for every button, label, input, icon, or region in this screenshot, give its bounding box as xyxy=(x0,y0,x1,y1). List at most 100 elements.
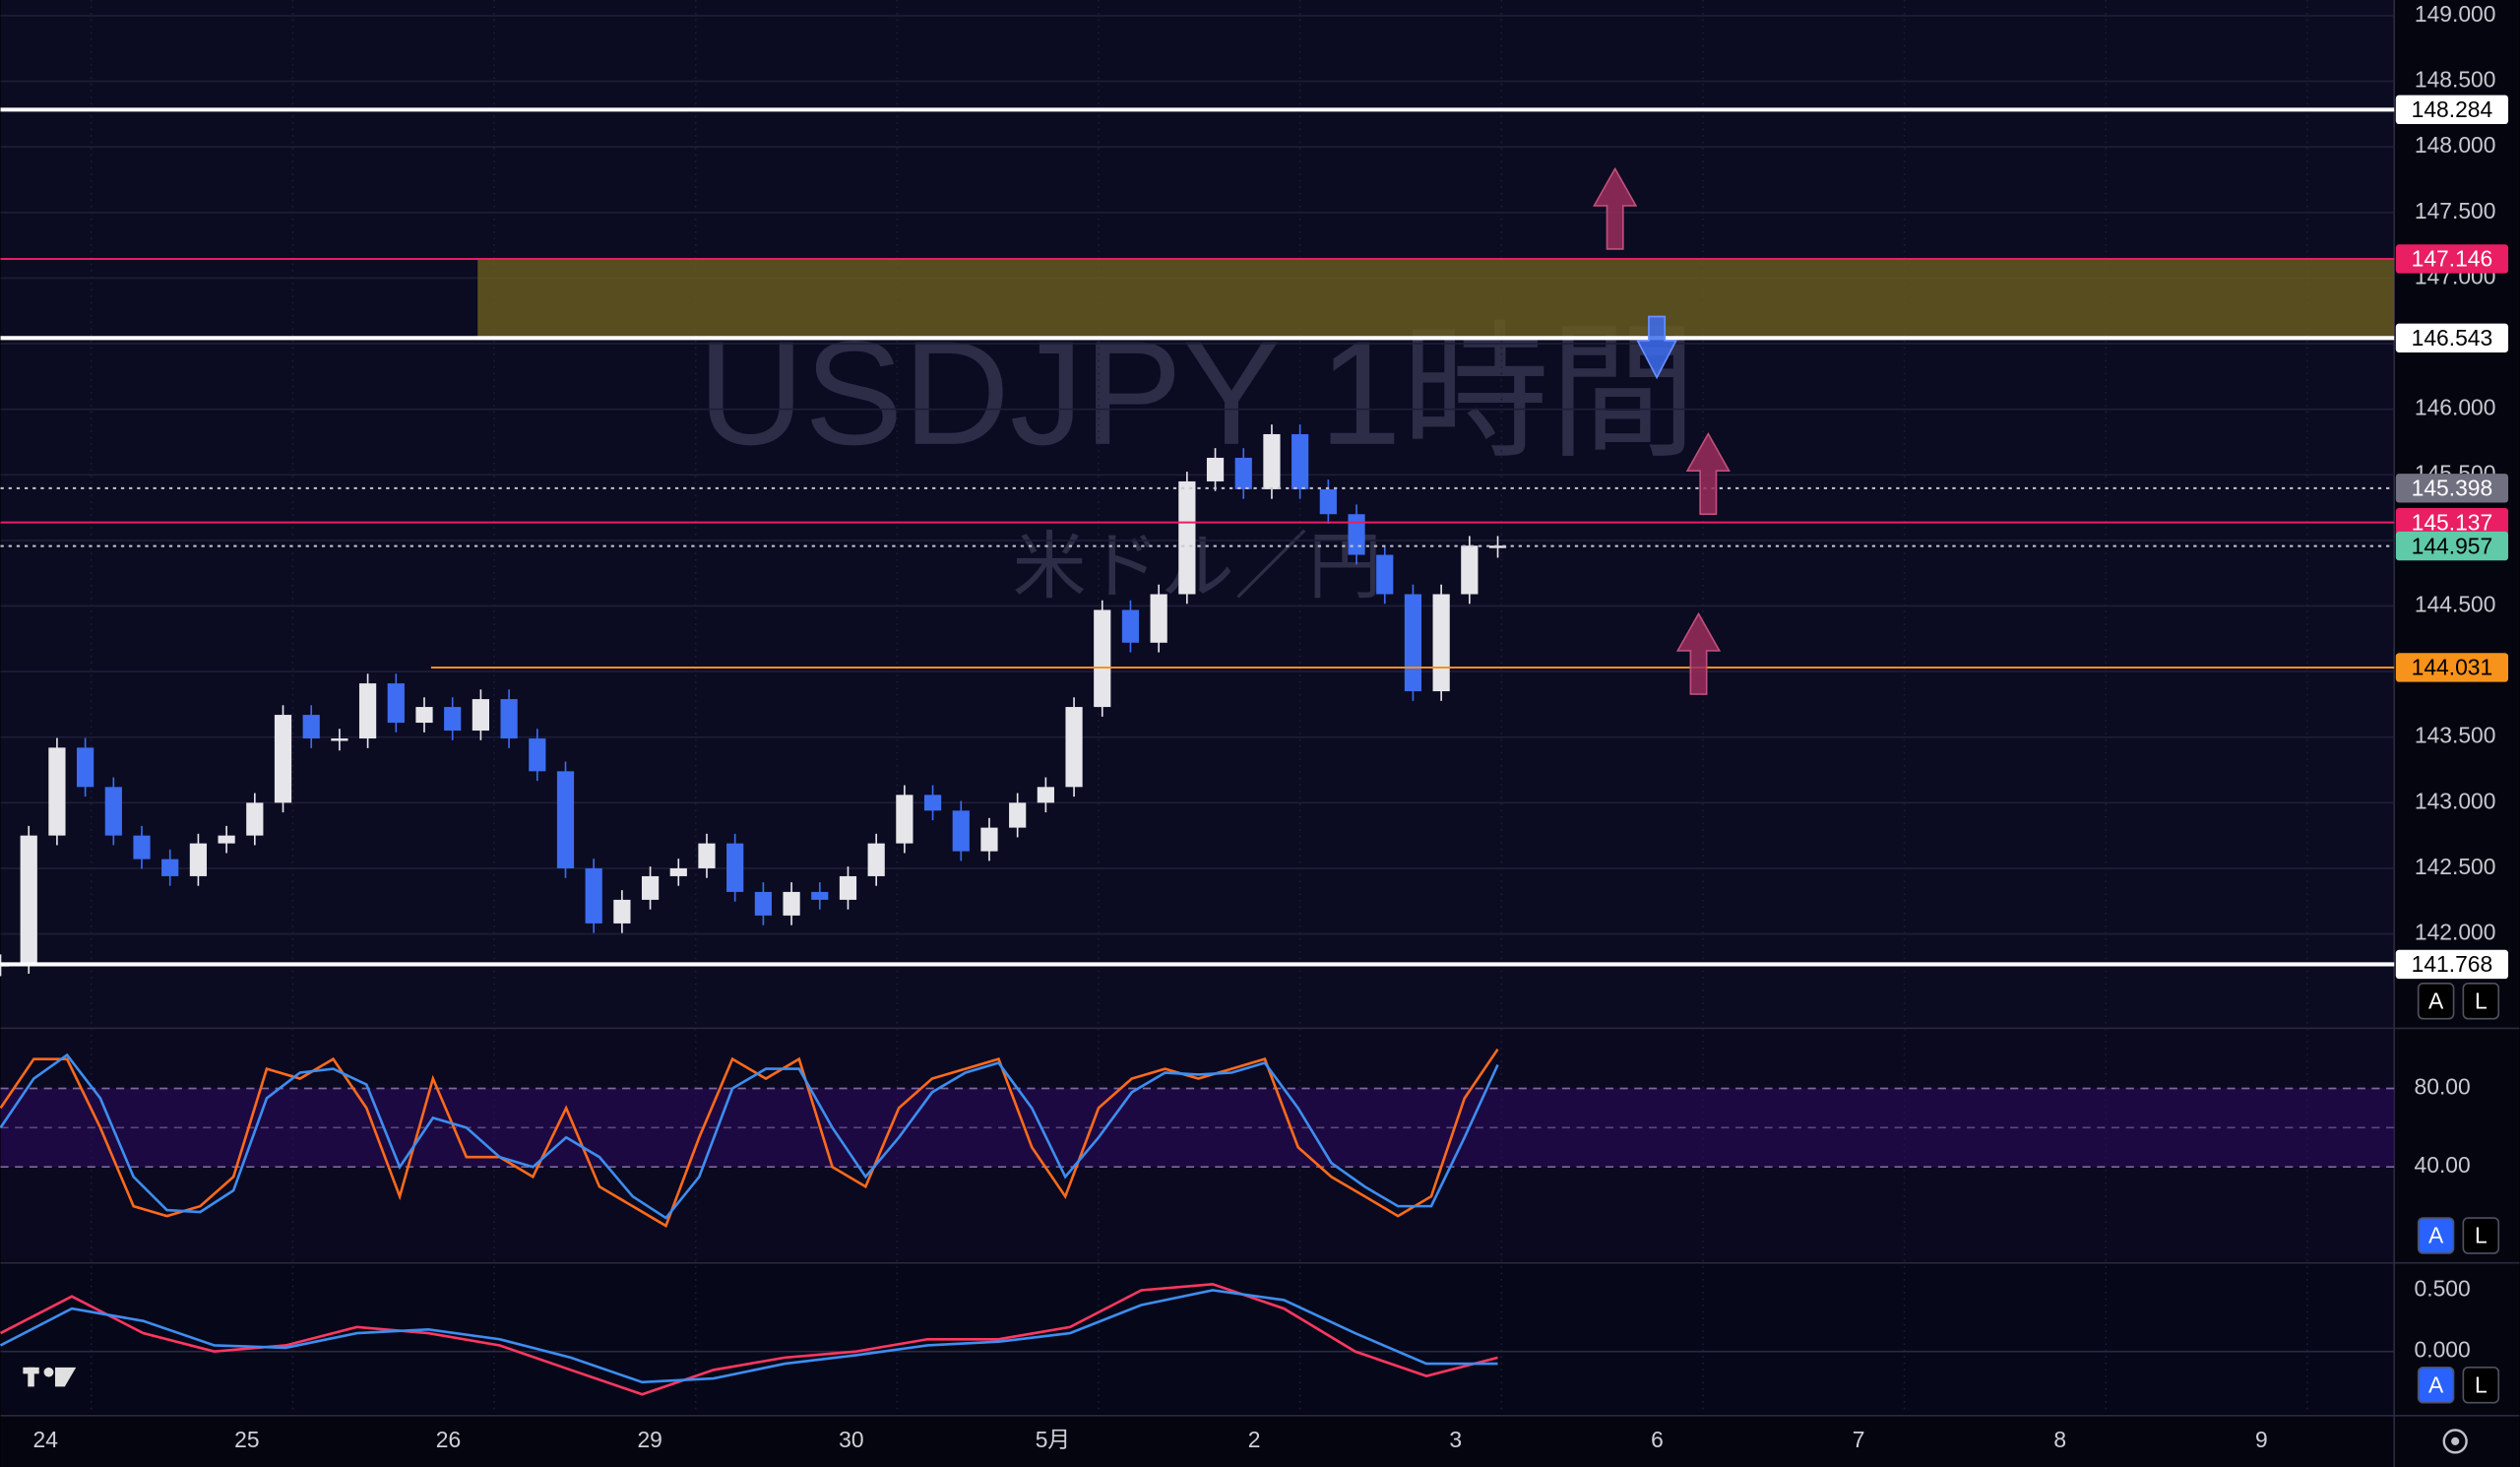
pane-button-label: A xyxy=(2428,988,2444,1013)
logo-part xyxy=(55,1367,77,1387)
candle xyxy=(20,835,37,965)
candle xyxy=(783,891,800,916)
y-tick-label: 146.000 xyxy=(2415,395,2496,420)
stoch-tick-label: 40.00 xyxy=(2415,1152,2471,1178)
pane-button[interactable] xyxy=(2462,1367,2500,1404)
candle xyxy=(952,810,970,852)
arrow-down xyxy=(1636,315,1678,380)
price-label: 146.543 xyxy=(2412,325,2493,351)
y-tick-label: 148.000 xyxy=(2415,132,2496,158)
pane-button[interactable] xyxy=(2417,982,2455,1020)
x-tick-label: 3 xyxy=(1449,1427,1462,1452)
candle xyxy=(1376,554,1394,595)
candle xyxy=(500,699,518,739)
candle xyxy=(529,738,546,772)
y-tick-label: 143.000 xyxy=(2415,788,2496,813)
candle xyxy=(1432,594,1450,692)
x-tick-label: 6 xyxy=(1651,1427,1664,1452)
y-tick-label: 148.500 xyxy=(2415,67,2496,93)
candle xyxy=(161,859,179,876)
candle xyxy=(331,738,348,741)
arrow-up xyxy=(1685,431,1731,516)
pane-button[interactable] xyxy=(2417,1367,2455,1404)
macd-line xyxy=(0,1289,1498,1384)
candle xyxy=(896,795,914,844)
price-label-bg xyxy=(2395,949,2509,980)
price-label-bg xyxy=(2395,95,2509,125)
price-label-bg xyxy=(2395,244,2509,274)
price-label-bg xyxy=(2395,323,2509,353)
arrow-up xyxy=(1675,611,1722,695)
price-label-bg xyxy=(2395,531,2509,561)
pane-button[interactable] xyxy=(2462,1217,2500,1254)
candle xyxy=(1234,457,1252,489)
x-tick-label: 5月 xyxy=(1036,1427,1071,1452)
candle xyxy=(1319,488,1337,515)
candle xyxy=(274,715,292,803)
candle xyxy=(358,683,377,739)
pane-button-label: A xyxy=(2428,1223,2444,1248)
candle xyxy=(754,891,772,916)
x-tick-label: 29 xyxy=(637,1427,662,1452)
y-tick-label: 143.500 xyxy=(2415,723,2496,748)
stoch-tick-label: 80.00 xyxy=(2415,1074,2471,1100)
x-tick-label: 26 xyxy=(436,1427,461,1452)
candle xyxy=(1094,609,1111,708)
candle xyxy=(415,707,433,724)
candle xyxy=(133,835,151,860)
logo-part xyxy=(28,1367,34,1387)
macd-pane xyxy=(0,1264,2395,1415)
candle xyxy=(1178,480,1196,595)
candle xyxy=(556,771,575,868)
candle xyxy=(1009,802,1027,828)
candle xyxy=(811,891,829,900)
candle xyxy=(641,875,660,900)
logo-part xyxy=(43,1367,54,1377)
watermark-subtitle: 米ドル／円 xyxy=(1013,525,1382,607)
main-pane xyxy=(0,0,2395,1029)
candle xyxy=(726,843,744,892)
y-tick-label: 144.500 xyxy=(2415,592,2496,617)
price-label: 145.398 xyxy=(2412,476,2493,501)
arrow-up xyxy=(1593,166,1638,250)
zone xyxy=(477,258,2395,339)
candle xyxy=(1263,433,1281,489)
pane-button[interactable] xyxy=(2462,982,2500,1020)
candle xyxy=(444,707,462,732)
candle xyxy=(839,875,857,900)
x-tick-label: 25 xyxy=(234,1427,259,1452)
candle xyxy=(613,899,631,924)
candle xyxy=(1150,594,1167,643)
candle xyxy=(867,843,885,876)
y-tick-label: 149.000 xyxy=(2415,1,2496,27)
settings-icon[interactable] xyxy=(2442,1429,2468,1454)
x-tick-label: 2 xyxy=(1248,1427,1261,1452)
candle xyxy=(585,867,602,924)
x-tick-label: 24 xyxy=(33,1427,59,1452)
price-label-bg xyxy=(2395,474,2509,503)
candle xyxy=(48,747,66,836)
candle xyxy=(104,787,122,836)
price-label: 144.031 xyxy=(2412,655,2493,680)
candle xyxy=(1121,609,1140,643)
price-label-bg xyxy=(2395,507,2509,538)
x-tick-label: 7 xyxy=(1853,1427,1865,1452)
candle xyxy=(980,827,998,852)
candle xyxy=(387,683,405,724)
price-label: 147.146 xyxy=(2412,246,2493,272)
y-tick-label: 147.500 xyxy=(2415,198,2496,223)
settings-icon-dot xyxy=(2451,1436,2460,1445)
candle xyxy=(1037,787,1054,803)
candle xyxy=(302,715,320,739)
price-label: 145.137 xyxy=(2412,509,2493,535)
arrows xyxy=(1593,166,1731,695)
candle xyxy=(669,867,687,876)
candle xyxy=(1348,514,1365,555)
x-tick-label: 9 xyxy=(2255,1427,2268,1452)
pane-button[interactable] xyxy=(2417,1217,2455,1254)
price-label: 148.284 xyxy=(2412,96,2493,122)
candle xyxy=(923,795,942,811)
pane-button-label: L xyxy=(2475,1223,2488,1248)
macd-tick-label: 0.500 xyxy=(2415,1276,2471,1302)
